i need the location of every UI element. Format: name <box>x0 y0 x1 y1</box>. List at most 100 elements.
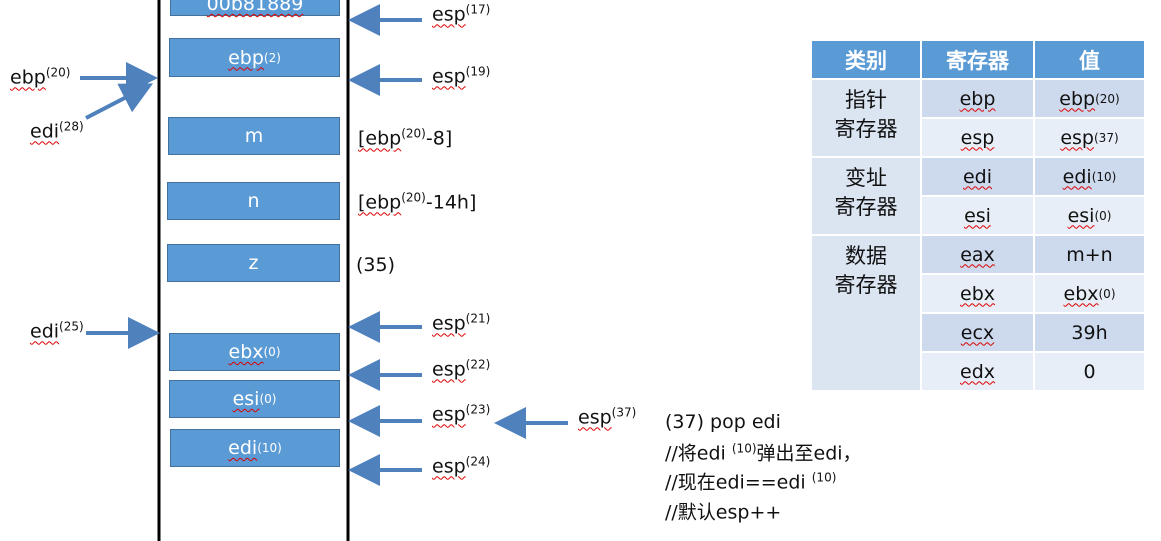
register-cell: edx <box>921 352 1034 391</box>
superscript: (10) <box>811 470 837 485</box>
superscript: (20) <box>45 65 71 80</box>
pointer-arrows <box>80 4 568 486</box>
superscript: (20) <box>1095 91 1120 106</box>
category-text: 寄存器 <box>834 273 898 297</box>
text: esp <box>578 406 612 429</box>
stack-box: edi (10) <box>170 429 340 467</box>
superscript: (28) <box>59 119 84 134</box>
value-cell: 39h <box>1034 313 1145 352</box>
pointer-label: ebp(20) <box>10 66 70 89</box>
text: [ebp <box>358 127 402 150</box>
register-cell: eax <box>921 235 1034 274</box>
register-cell: esi <box>921 196 1034 235</box>
pointer-label: esp(24) <box>432 455 490 478</box>
category-text: 数据 <box>845 244 887 268</box>
text: esp <box>432 358 466 381</box>
superscript: (25) <box>59 319 84 334</box>
text: esp <box>432 312 466 335</box>
pointer-label: (35) <box>356 254 395 276</box>
pointer-label: [ebp(20)-8] <box>358 127 452 150</box>
superscript: (17) <box>465 2 491 17</box>
text: //默认esp++ <box>665 501 782 523</box>
register: eax <box>960 243 995 266</box>
text: n <box>247 190 260 212</box>
text: 39h <box>1071 321 1108 344</box>
text: esp <box>432 65 466 88</box>
text: m <box>244 125 264 147</box>
stack-box: z <box>167 244 340 282</box>
text: 0 <box>1083 360 1096 383</box>
stack-box: m <box>168 117 340 155</box>
register: esi <box>964 204 991 227</box>
text: (35) <box>356 254 396 276</box>
register-cell: esp <box>921 118 1034 157</box>
pointer-label: esp(17) <box>432 3 490 26</box>
pointer-label: [ebp(20)-14h] <box>358 191 476 214</box>
text: 弹出至edi， <box>756 442 862 464</box>
category-text: 寄存器 <box>834 195 898 219</box>
value-cell: ebx (0) <box>1034 274 1145 313</box>
register: edi <box>962 165 993 188</box>
text: ebp <box>1059 87 1096 110</box>
text: esi <box>1067 204 1095 227</box>
superscript: (20) <box>401 126 426 141</box>
superscript: (0) <box>263 345 281 359</box>
superscript: (37) <box>1094 130 1119 145</box>
text: esp <box>432 455 466 478</box>
pointer-label: esp(22) <box>432 358 490 381</box>
value-cell: ebp (20) <box>1034 79 1145 118</box>
superscript: (10) <box>731 441 757 455</box>
text: esp <box>1060 126 1094 149</box>
stack-box: ebp (2) <box>169 38 340 77</box>
stack-box: n <box>167 182 340 220</box>
text: edi <box>1062 165 1092 188</box>
register: ebp <box>959 87 996 110</box>
note-line: //默认esp++ <box>665 497 781 524</box>
register: ebx <box>960 282 995 305</box>
text: esi <box>232 388 260 410</box>
note-line: //将edi (10)弹出至edi， <box>665 438 862 465</box>
superscript: (10) <box>257 441 282 455</box>
text: edi <box>228 437 258 459</box>
note-line: //现在edi==edi (10) <box>665 468 836 495</box>
text: m+n <box>1066 243 1113 266</box>
superscript: (37) <box>611 405 637 420</box>
pointer-label: edi(25) <box>30 320 84 343</box>
text: 00b81889 <box>206 0 304 15</box>
text: -8] <box>425 127 453 150</box>
category-cell: 数据 寄存器 <box>811 235 921 391</box>
register: edx <box>960 360 995 383</box>
stack-box: esi (0) <box>169 380 340 418</box>
text: ebx <box>1063 282 1099 305</box>
value-cell: 0 <box>1034 352 1145 391</box>
text: ebp <box>10 66 46 89</box>
text: z <box>248 252 259 274</box>
value-cell: edi (10) <box>1034 157 1145 196</box>
pointer-label: esp(19) <box>432 65 490 88</box>
category-text: 指针 <box>845 88 887 112</box>
pointer-label: edi(28) <box>30 120 84 143</box>
category-text: 变址 <box>845 166 887 190</box>
register: ecx <box>960 321 995 344</box>
text: -14h] <box>425 191 477 214</box>
register-cell: ecx <box>921 313 1034 352</box>
text: esp <box>432 3 466 26</box>
superscript: (2) <box>263 50 281 65</box>
text: //现在edi==edi <box>665 471 812 494</box>
table-header: 类别 <box>811 40 921 79</box>
superscript: (0) <box>259 392 277 406</box>
text: edi <box>30 120 60 143</box>
arrow <box>85 83 154 120</box>
superscript: (24) <box>465 454 491 469</box>
category-cell: 变址 寄存器 <box>811 157 921 235</box>
superscript: (23) <box>465 402 491 417</box>
value-cell: esp (37) <box>1034 118 1145 157</box>
pointer-label: esp(37) <box>578 406 636 429</box>
pointer-label: esp(23) <box>432 403 490 426</box>
superscript: (21) <box>465 311 491 326</box>
category-cell: 指针 寄存器 <box>811 79 921 157</box>
text: ebx <box>228 341 264 363</box>
superscript: (20) <box>401 190 426 205</box>
